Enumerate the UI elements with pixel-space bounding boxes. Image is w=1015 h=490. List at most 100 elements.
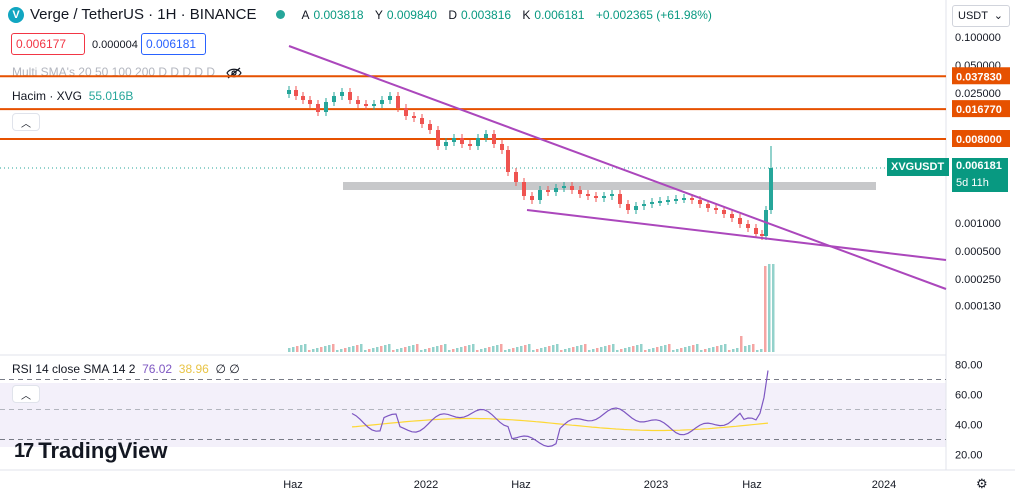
volume-bar <box>328 345 331 352</box>
sell-price-button[interactable]: 0.006177 <box>11 33 85 55</box>
collapse-rsi-button[interactable]: ︿ <box>12 385 40 403</box>
volume-bar <box>380 346 383 352</box>
volume-bar <box>316 348 319 352</box>
candle-body <box>380 100 384 104</box>
volume-bar <box>360 344 363 352</box>
rsi-tick-label: 40.00 <box>955 420 983 432</box>
volume-bar <box>624 348 627 352</box>
volume-bar <box>720 345 723 352</box>
volume-bar <box>312 349 315 352</box>
volume-bar <box>568 348 571 352</box>
volume-bar <box>336 350 339 352</box>
level-price-label-bg <box>952 130 1010 148</box>
tradingview-logo[interactable]: 17 TradingView <box>14 438 168 463</box>
volume-bar <box>672 350 675 352</box>
rsi-tick-label: 80.00 <box>955 360 983 372</box>
volume-bar <box>700 350 703 352</box>
rsi-value: 76.02 <box>142 362 173 376</box>
volume-bar <box>408 346 411 352</box>
candle-body <box>500 144 504 150</box>
volume-bar <box>768 264 771 352</box>
volume-bar <box>480 349 483 352</box>
volume-bar <box>616 350 619 352</box>
candle-body <box>522 182 526 196</box>
volume-bar <box>704 349 707 352</box>
time-tick-label: Haz <box>742 479 762 490</box>
candle-body <box>626 204 630 210</box>
volume-bar <box>688 346 691 352</box>
volume-bar <box>348 347 351 352</box>
volume-bar <box>724 344 727 352</box>
volume-bar <box>368 349 371 352</box>
volume-bar <box>560 350 563 352</box>
volume-bar <box>564 349 567 352</box>
candle-body <box>722 210 726 214</box>
candle-body <box>634 206 638 210</box>
volume-bar <box>460 347 463 352</box>
level-price-label: 0.016770 <box>956 104 1002 116</box>
volume-bar <box>496 345 499 352</box>
volume-bar <box>424 349 427 352</box>
buy-price-button[interactable]: 0.006181 <box>141 33 206 55</box>
volume-bar <box>524 345 527 352</box>
volume-bar <box>340 349 343 352</box>
candle-body <box>618 194 622 204</box>
chart-header: V Verge / TetherUS · 1H · BINANCE A 0.003… <box>8 6 712 23</box>
volume-bar <box>452 349 455 352</box>
candle-body <box>546 190 550 192</box>
ohlc-readout: A 0.003818 Y 0.009840 D 0.003816 K 0.006181 … <box>301 7 712 22</box>
change-value: +0.002365 (+61.98%) <box>595 7 712 22</box>
candle-body <box>301 96 305 100</box>
volume-bar <box>532 350 535 352</box>
volume-bar <box>544 347 547 352</box>
volume-bar <box>488 347 491 352</box>
candle-body <box>602 196 606 198</box>
volume-bar <box>432 347 435 352</box>
candle-body <box>372 104 376 106</box>
volume-bar <box>600 347 603 352</box>
volume-bar <box>732 349 735 352</box>
candle-body <box>730 214 734 218</box>
volume-bar <box>540 348 543 352</box>
volume-bar <box>320 347 323 352</box>
volume-bar <box>332 344 335 352</box>
volume-bar <box>372 348 375 352</box>
candle-body <box>658 201 662 203</box>
volume-bar <box>696 344 699 352</box>
candle-body <box>356 100 360 104</box>
rsi-band-background <box>0 383 946 447</box>
candle-body <box>738 218 742 224</box>
currency-select[interactable]: USDT ⌄ <box>952 5 1010 27</box>
volume-bar <box>384 345 387 352</box>
gear-icon[interactable]: ⚙ <box>976 476 988 490</box>
candle-body <box>554 188 558 192</box>
rsi-indicator-legend[interactable]: RSI 14 close SMA 14 2 76.02 38.96 ∅ ∅ <box>12 362 240 376</box>
volume-bar <box>300 345 303 352</box>
candle-body <box>404 108 408 116</box>
candle-body <box>452 138 456 142</box>
volume-bar <box>588 350 591 352</box>
volume-bar <box>692 345 695 352</box>
volume-bar <box>652 348 655 352</box>
price-tick-label: 0.100000 <box>955 32 1001 44</box>
volume-bar <box>684 347 687 352</box>
volume-bar <box>748 345 751 352</box>
volume-bar <box>292 347 295 352</box>
volume-bar <box>772 264 775 352</box>
volume-bar <box>552 345 555 352</box>
candle-body <box>340 92 344 96</box>
collapse-legend-button[interactable]: ︿ <box>12 113 40 131</box>
candle-body <box>396 96 400 108</box>
volume-bar <box>484 348 487 352</box>
volume-bar <box>288 348 291 352</box>
volume-bar <box>324 346 327 352</box>
volume-bar <box>388 344 391 352</box>
volume-bar <box>364 350 367 352</box>
symbol-title[interactable]: Verge / TetherUS · 1H · BINANCE <box>30 6 257 23</box>
candle-body <box>594 196 598 198</box>
candle-body <box>476 138 480 146</box>
volume-indicator-legend[interactable]: Hacim · XVG 55.016B <box>12 89 134 103</box>
candle-body <box>666 200 670 202</box>
volume-bar <box>612 344 615 352</box>
